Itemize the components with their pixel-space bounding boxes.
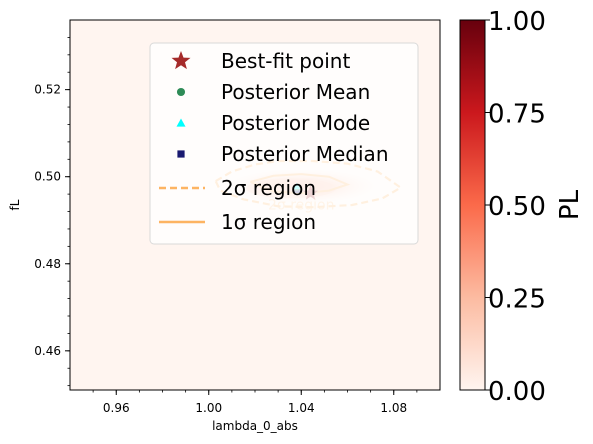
colorbar-tick-label: 1.00 [488,7,546,37]
x-tick-label: 1.08 [380,401,407,415]
x-axis-label: lambda_0_abs [212,419,298,433]
legend-2sigma-label: 2σ region [221,176,316,200]
colorbar-ticks: 0.00 0.25 0.50 0.75 1.00 [485,7,546,407]
colorbar-tick-label: 0.75 [488,100,546,130]
x-axis-ticks: 0.96 1.00 1.04 1.08 [92,390,418,415]
y-tick-label: 0.48 [34,257,61,271]
y-tick-label: 0.46 [34,344,61,358]
colorbar-tick-label: 0.00 [488,377,546,407]
legend-posterior-mode-marker [176,118,186,127]
x-tick-label: 0.96 [103,401,130,415]
legend-posterior-median-marker [177,150,185,158]
legend-best-fit-marker [171,51,191,70]
legend-posterior-mean-label: Posterior Mean [221,80,370,104]
legend-best-fit-label: Best-fit point [221,49,350,73]
colorbar-tick-label: 0.25 [488,285,546,315]
y-tick-label: 0.52 [34,83,61,97]
x-tick-label: 1.04 [288,401,315,415]
legend-1sigma-label: 1σ region [221,210,316,234]
colorbar-label: PL [555,189,585,220]
x-tick-label: 1.00 [195,401,222,415]
legend: Best-fit point Posterior Mean Posterior Mo… [149,42,419,245]
colorbar [459,19,486,391]
legend-posterior-mean-marker [176,87,186,97]
y-tick-label: 0.50 [34,170,61,184]
legend-posterior-median-label: Posterior Median [221,142,389,166]
colorbar-tick-label: 0.50 [488,192,546,222]
y-axis-ticks: 0.46 0.48 0.50 0.52 [34,37,70,387]
legend-box [149,42,419,245]
y-axis-label: fL [8,199,22,210]
legend-posterior-mode-label: Posterior Mode [221,111,370,135]
